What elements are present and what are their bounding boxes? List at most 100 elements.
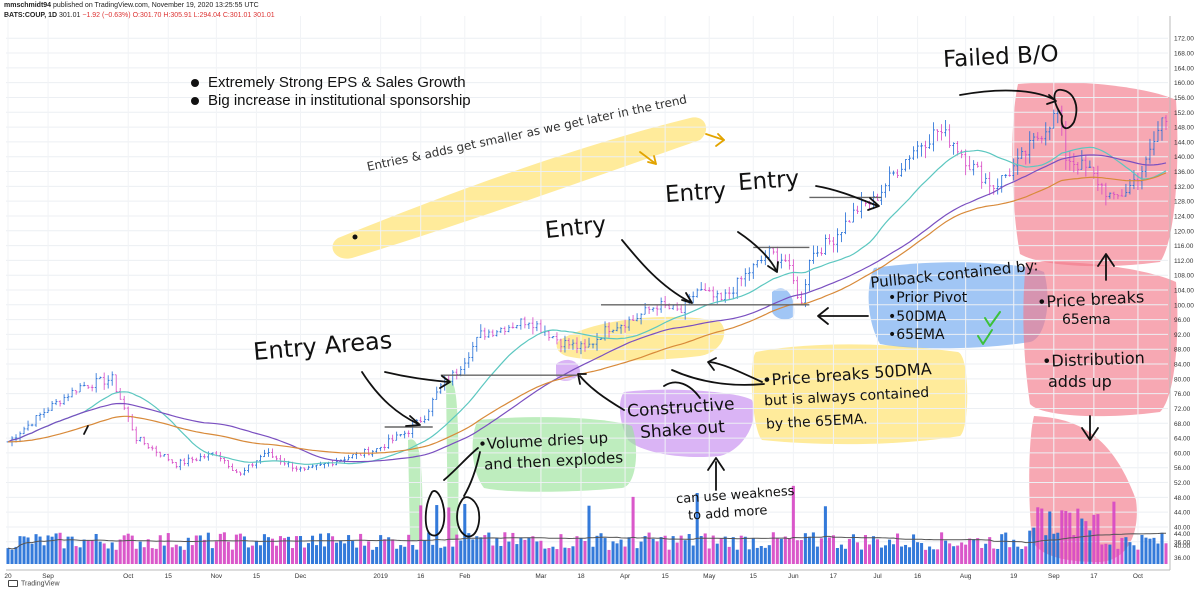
highlight-8 xyxy=(408,439,423,540)
volume-bar xyxy=(1060,510,1064,564)
x-tick-label: Sep xyxy=(42,573,54,580)
volume-bar xyxy=(507,541,511,564)
annotation-distribution-line-2: adds up xyxy=(1048,372,1112,391)
volume-bar xyxy=(843,548,847,564)
volume-bar xyxy=(455,534,459,564)
ma-50-line xyxy=(7,154,1167,463)
volume-bar xyxy=(819,538,823,564)
bullet-entries-smaller xyxy=(352,234,358,240)
volume-bar xyxy=(1132,545,1136,564)
volume-bar xyxy=(976,538,980,564)
volume-bar xyxy=(1080,518,1084,564)
volume-bar xyxy=(166,533,170,564)
note-eps-growth: Extremely Strong EPS & Sales Growth xyxy=(191,74,466,91)
volume-bar xyxy=(170,547,174,564)
volume-bar xyxy=(335,542,339,564)
volume-bar xyxy=(1076,508,1080,564)
highlight-7 xyxy=(472,417,637,492)
y-tick-label: 128.00 xyxy=(1174,199,1194,206)
volume-bar xyxy=(242,536,246,564)
highlight-9 xyxy=(446,379,459,540)
y-tick-label: 92.00 xyxy=(1174,332,1191,339)
volume-bar xyxy=(871,536,876,564)
volume-bar xyxy=(535,541,539,564)
ema-65-line xyxy=(7,172,1167,454)
volume-bar xyxy=(1112,501,1116,564)
volume-bar xyxy=(587,505,591,564)
volume-bar xyxy=(739,535,743,564)
volume-bar xyxy=(887,539,892,564)
pivot-lines-layer xyxy=(384,196,882,428)
y-tick-label: 120.00 xyxy=(1174,228,1194,235)
volume-bar xyxy=(1164,543,1168,564)
volume-bar xyxy=(70,536,74,564)
y-tick-label: 144.00 xyxy=(1174,139,1194,146)
highlight-10 xyxy=(1012,82,1178,267)
volume-bar xyxy=(699,536,703,564)
volume-tick-label: 44.00 xyxy=(1174,531,1191,538)
volume-bar xyxy=(250,545,254,564)
volume-bar xyxy=(403,546,407,564)
arrow-constructive-1-head xyxy=(577,373,587,385)
volume-bar xyxy=(419,505,423,564)
volume-bar xyxy=(238,533,242,564)
y-tick-label: 56.00 xyxy=(1174,465,1191,472)
volume-bar xyxy=(38,536,42,564)
volume-bar xyxy=(519,537,523,564)
volume-bar xyxy=(956,545,960,564)
volume-bar xyxy=(339,540,343,564)
volume-bar xyxy=(1108,544,1112,564)
volume-bar xyxy=(150,548,154,564)
volume-bar xyxy=(631,496,635,564)
volume-bar xyxy=(423,540,427,564)
volume-bar xyxy=(531,536,535,564)
volume-bar xyxy=(327,533,331,564)
volume-bar xyxy=(1040,508,1044,564)
volume-bar xyxy=(755,547,759,564)
y-tick-label: 64.00 xyxy=(1174,436,1191,443)
volume-bar xyxy=(134,548,138,564)
circle-volume-1 xyxy=(424,490,446,537)
volume-bar xyxy=(715,543,719,564)
volume-bar xyxy=(26,537,30,564)
volume-bar xyxy=(851,534,855,564)
volume-bar xyxy=(1088,530,1092,564)
volume-bar xyxy=(254,540,258,564)
volume-bar xyxy=(355,547,359,564)
volume-bar xyxy=(647,532,651,564)
y-tick-label: 112.00 xyxy=(1174,258,1194,265)
arrow-constructive-1 xyxy=(579,375,625,411)
volume-bar xyxy=(1008,547,1012,564)
x-tick-label: Apr xyxy=(620,573,631,580)
volume-bar xyxy=(731,537,735,564)
volume-bar xyxy=(311,535,315,564)
y-tick-label: 132.00 xyxy=(1174,184,1194,191)
volume-bar xyxy=(751,538,755,564)
x-tick-label: Sep xyxy=(1048,573,1060,580)
volume-bar xyxy=(835,548,839,564)
volume-bar xyxy=(591,546,595,564)
volume-bar xyxy=(763,547,767,564)
volume-bar xyxy=(992,548,996,564)
volume-bar xyxy=(319,533,323,564)
author-name[interactable]: mmschmidt94 xyxy=(4,2,52,9)
volume-bar xyxy=(306,543,311,564)
volume-bar xyxy=(799,540,803,564)
arrow-entries-smaller-1 xyxy=(705,133,725,141)
annotation-pullback-item-3: •65EMA xyxy=(888,327,945,343)
y-tick-label: 148.00 xyxy=(1174,125,1194,132)
volume-bar xyxy=(1004,532,1008,564)
volume-bar xyxy=(290,548,295,564)
volume-bar xyxy=(126,533,130,564)
tradingview-logo[interactable]: TradingView xyxy=(8,580,60,587)
y-tick-label: 96.00 xyxy=(1174,317,1191,324)
y-tick-label: 52.00 xyxy=(1174,480,1191,487)
y-tick-label: 124.00 xyxy=(1174,213,1194,220)
handwritten-ink-layer xyxy=(83,88,1115,538)
x-tick-label: 17 xyxy=(1090,573,1098,580)
volume-bar xyxy=(483,535,487,564)
volume-bar xyxy=(1120,537,1124,564)
volume-bar xyxy=(1072,535,1076,564)
volume-bar xyxy=(1136,549,1140,564)
